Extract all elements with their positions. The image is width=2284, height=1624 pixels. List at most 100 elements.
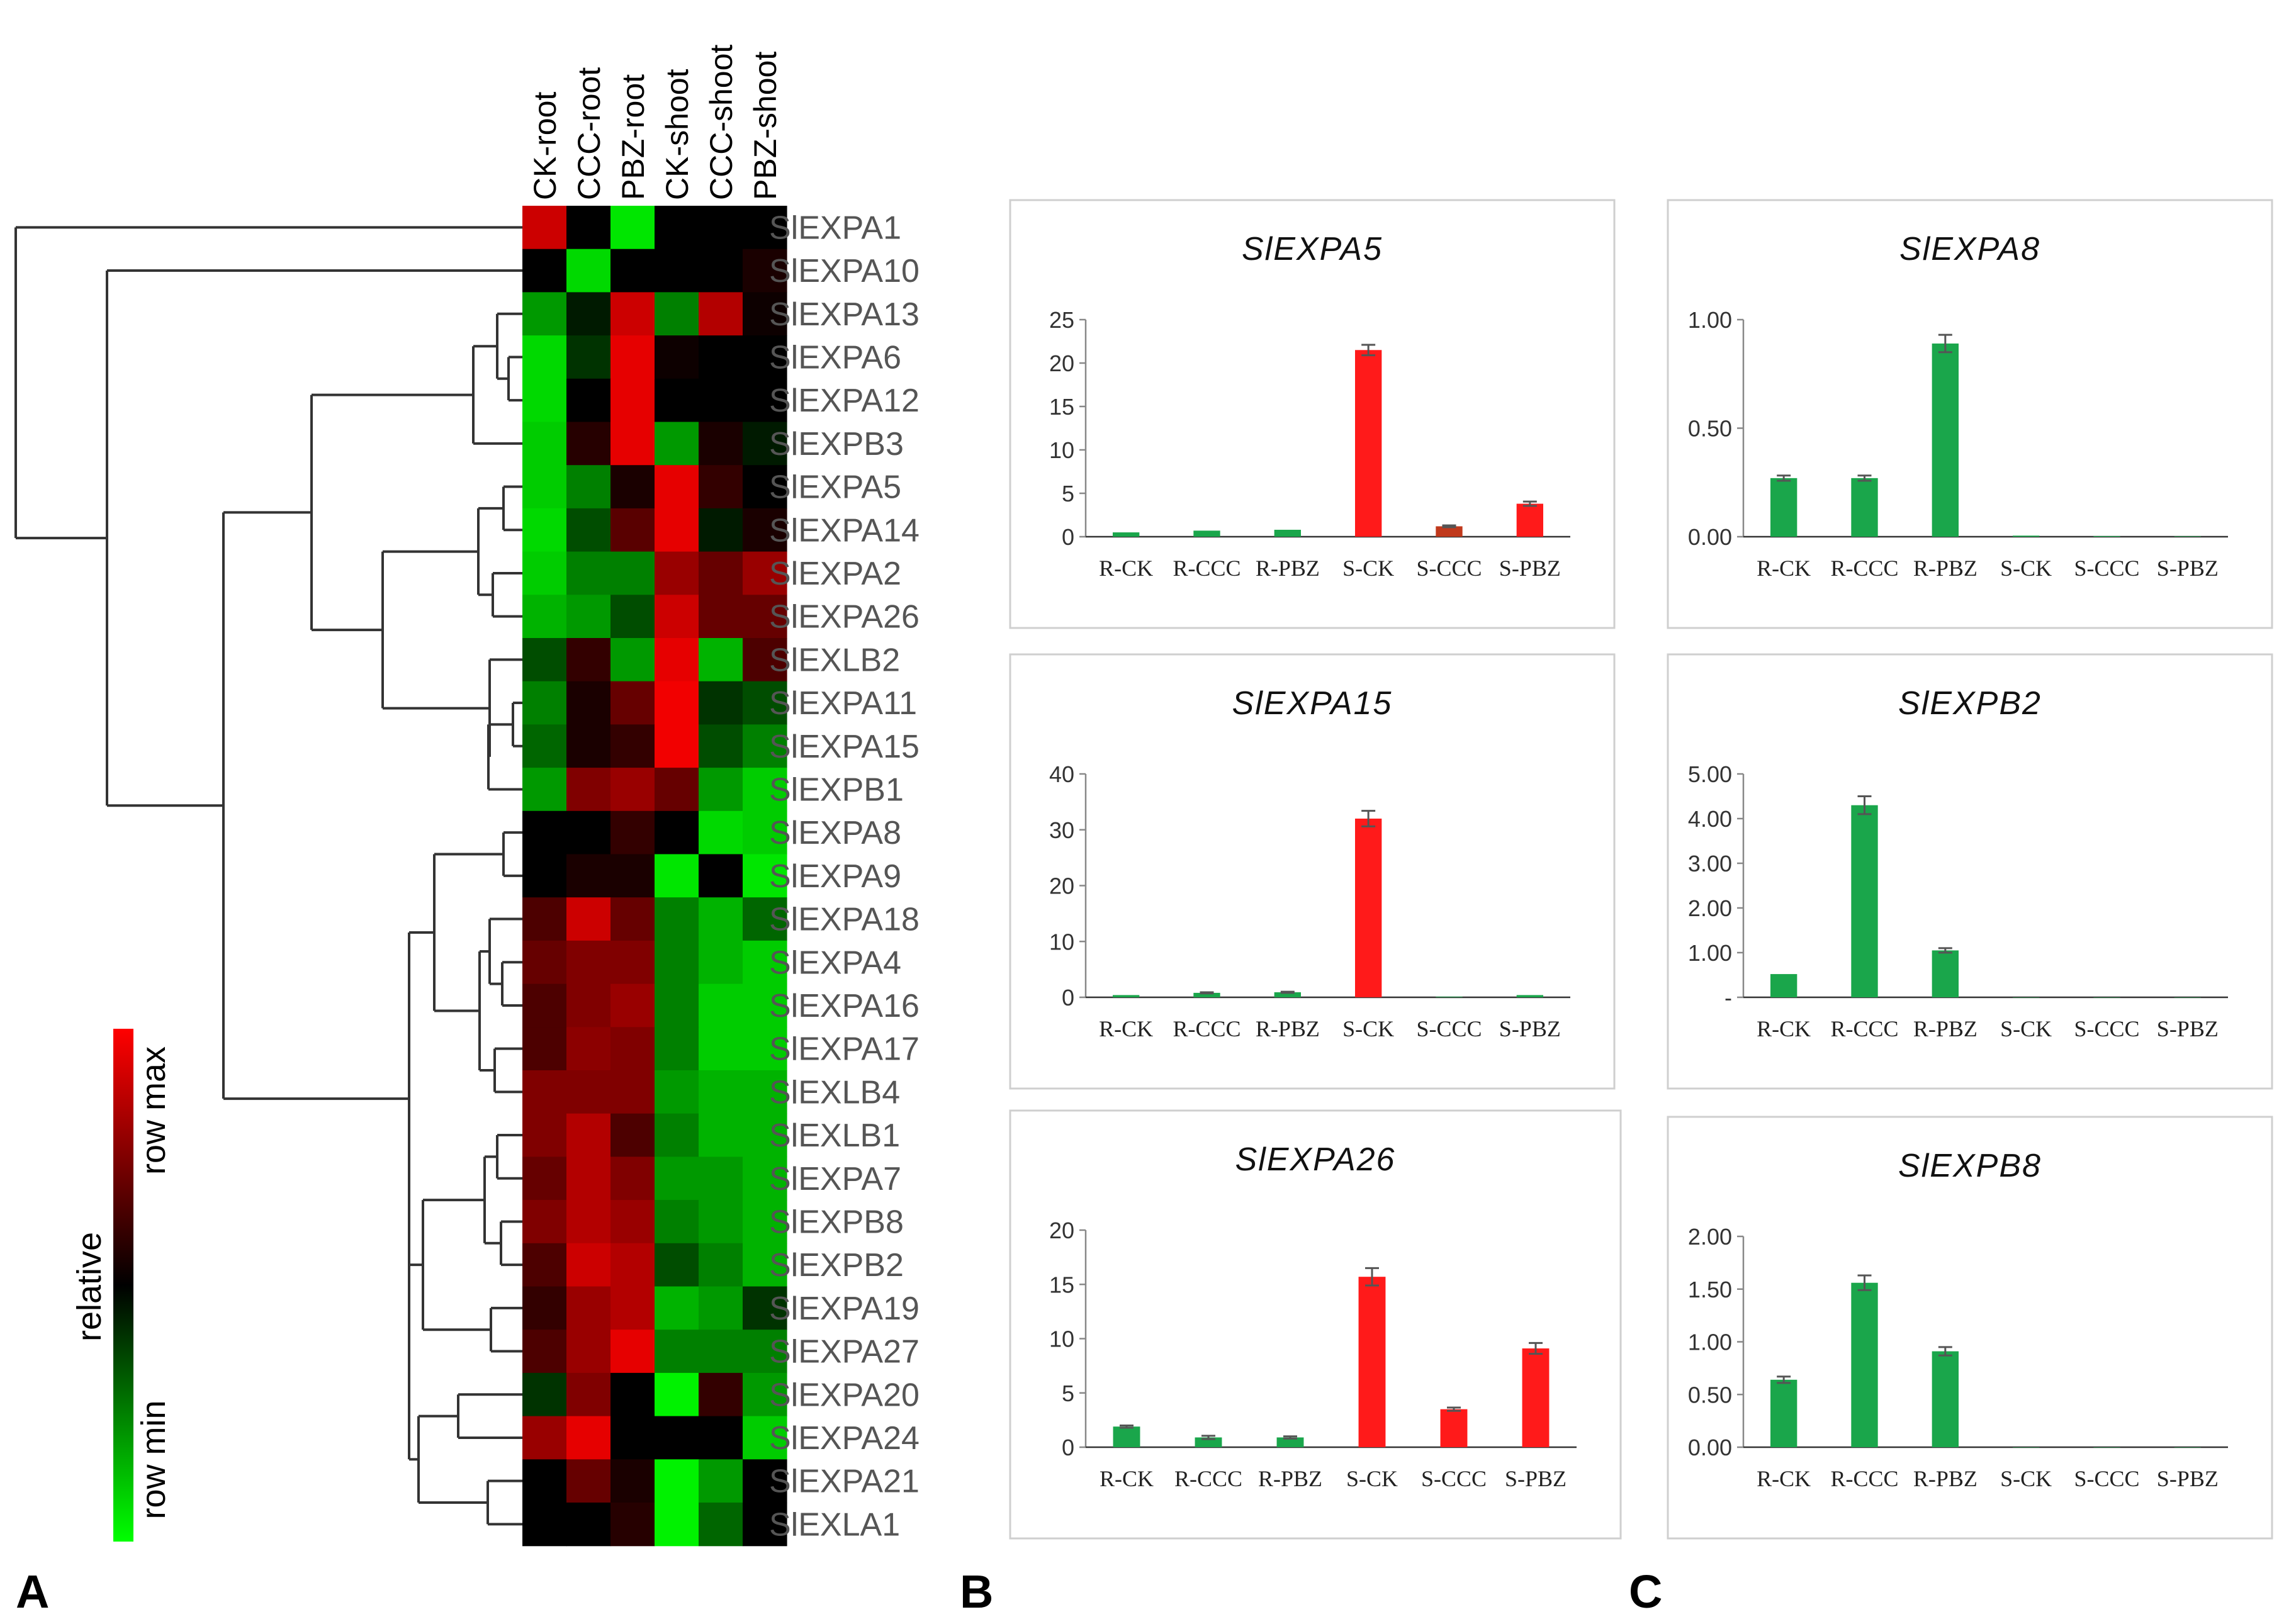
heatmap-row-label-slexlb1: SlEXLB1 xyxy=(769,1117,900,1154)
heatmap-row-label-slexpa27: SlEXPA27 xyxy=(769,1334,920,1370)
heatmap-cell-slexpa6-pbz-shoot xyxy=(743,335,787,379)
x-tick-label-s-pbz: S-PBZ xyxy=(2157,1016,2219,1041)
heatmap-cell-slexpa19-pbz-shoot xyxy=(743,1286,787,1330)
heatmap-cell-slexpa14-ccc-root xyxy=(566,508,611,552)
heatmap-cell-slexpa6-pbz-root xyxy=(610,335,655,379)
bar-r-ccc xyxy=(1193,992,1220,997)
heatmap-cell-slexpa18-pbz-shoot xyxy=(743,897,787,941)
heatmap-cell-slexpb3-pbz-shoot xyxy=(743,422,787,466)
heatmap-cell-slexpa15-pbz-root xyxy=(610,724,655,768)
y-tick-label-2: 2.00 xyxy=(1688,895,1732,921)
x-tick-label-r-pbz: R-PBZ xyxy=(1913,1016,1977,1041)
heatmap-cell-slexpa17-pbz-shoot xyxy=(743,1027,787,1071)
heatmap-cell-slexpa8-ccc-shoot xyxy=(699,810,743,855)
y-tick-label-0: 0 xyxy=(1062,1435,1074,1460)
heatmap-cell-slexpa13-pbz-root xyxy=(610,292,655,336)
heatmap-cell-slexpb8-ck-shoot xyxy=(655,1200,699,1244)
heatmap-cell-slexpa12-pbz-root xyxy=(610,378,655,423)
heatmap-cell-slexlb4-pbz-shoot xyxy=(743,1070,787,1114)
heatmap-cell-slexpa4-ccc-shoot xyxy=(699,940,743,985)
heatmap-row-label-slexpb2: SlEXPB2 xyxy=(769,1247,904,1284)
heatmap-row-label-slexpa18: SlEXPA18 xyxy=(769,902,920,938)
heatmap-cell-slexpa18-ck-root xyxy=(522,897,567,941)
heatmap-cell-slexpb3-ck-root xyxy=(522,422,567,466)
heatmap-row-label-slexpa4: SlEXPA4 xyxy=(769,944,901,981)
x-tick-label-s-ccc: S-CCC xyxy=(1421,1466,1487,1491)
heatmap-cell-slexla1-pbz-root xyxy=(610,1503,655,1547)
heatmap-cell-slexpa26-ccc-root xyxy=(566,595,611,639)
heatmap-cell-slexpa16-ccc-shoot xyxy=(699,983,743,1028)
x-tick-label-r-ccc: R-CCC xyxy=(1173,1016,1240,1041)
heatmap-cell-slexpa2-ccc-root xyxy=(566,551,611,595)
bar-s-pbz xyxy=(2174,997,2202,998)
heatmap-cell-slexpb2-ck-shoot xyxy=(655,1243,699,1287)
heatmap-cell-slexlb2-ccc-root xyxy=(566,638,611,682)
heatmap-cell-slexpa8-ck-shoot xyxy=(655,810,699,855)
heatmap-cell-slexpa24-ck-shoot xyxy=(655,1416,699,1460)
heatmap-cell-slexpa21-pbz-shoot xyxy=(743,1459,787,1503)
x-tick-label-s-ccc: S-CCC xyxy=(2074,1466,2139,1491)
chart-panel-frame xyxy=(1667,1116,2273,1540)
heatmap-row-label-slexpa19: SlEXPA19 xyxy=(769,1291,920,1327)
bar-chart-panels: SlEXPA5 0 5 10 15 20 25 R-CK R-CCC R-PBZ S-CK S-CCC… xyxy=(1009,199,2273,1540)
heatmap-cell-slexla1-pbz-shoot xyxy=(743,1503,787,1547)
bar-s-ck xyxy=(1358,1277,1386,1447)
heatmap-cell-slexpa8-pbz-root xyxy=(610,810,655,855)
y-tick-label-2: 20 xyxy=(1049,873,1074,899)
bar-s-ccc xyxy=(2093,1447,2120,1448)
heatmap-col-label-pbz-shoot: PBZ-shoot xyxy=(748,52,783,200)
heatmap-cell-slexpa14-pbz-shoot xyxy=(743,508,787,552)
heatmap-cell-slexpa1-ck-root xyxy=(522,206,567,250)
bar-s-pbz xyxy=(1516,503,1544,537)
x-tick-label-r-ccc: R-CCC xyxy=(1830,556,1898,581)
heatmap-cell-slexpa16-pbz-root xyxy=(610,983,655,1028)
y-tick-label-1: 0.50 xyxy=(1688,1382,1732,1408)
heatmap-cell-slexpa6-ccc-shoot xyxy=(699,335,743,379)
heatmap-cell-slexpa14-ck-root xyxy=(522,508,567,552)
y-tick-label-1: 5 xyxy=(1062,481,1074,507)
heatmap-cell-slexpa20-ccc-shoot xyxy=(699,1372,743,1417)
heatmap-cell-slexpa15-ccc-shoot xyxy=(699,724,743,768)
heatmap-cell-slexpb1-pbz-shoot xyxy=(743,768,787,812)
heatmap-cell-slexpa24-pbz-root xyxy=(610,1416,655,1460)
bar-r-ck xyxy=(1112,995,1140,997)
x-tick-label-r-ck: R-CK xyxy=(1757,1016,1811,1041)
bar-r-pbz xyxy=(1274,992,1302,997)
heatmap-cell-slexpb8-ccc-root xyxy=(566,1200,611,1244)
x-tick-label-s-ck: S-CK xyxy=(1346,1466,1398,1491)
bar-r-ccc xyxy=(1851,805,1878,997)
y-tick-label-4: 2.00 xyxy=(1688,1224,1732,1250)
heatmap-cell-slexpa6-ccc-root xyxy=(566,335,611,379)
heatmap-cell-slexpa21-ck-root xyxy=(522,1459,567,1503)
heatmap-row-label-slexpa8: SlEXPA8 xyxy=(769,815,901,851)
heatmap-cell-slexpa9-pbz-shoot xyxy=(743,854,787,898)
heatmap-cell-slexpa24-ck-root xyxy=(522,1416,567,1460)
heatmap-cell-slexpa11-ck-shoot xyxy=(655,681,699,725)
heatmap-cell-slexpa4-ck-shoot xyxy=(655,940,699,985)
heatmap-cell-slexpa4-ck-root xyxy=(522,940,567,985)
heatmap-cell-slexlb4-ck-root xyxy=(522,1070,567,1114)
heatmap-row-label-slexlb4: SlEXLB4 xyxy=(769,1074,900,1111)
heatmap-cell-slexpa1-ccc-root xyxy=(566,206,611,250)
heatmap-cell-slexlb4-ccc-root xyxy=(566,1070,611,1114)
heatmap-cell-slexpb3-ccc-shoot xyxy=(699,422,743,466)
heatmap-cell-slexlb4-ccc-shoot xyxy=(699,1070,743,1114)
heatmap-cell-slexpa27-ck-shoot xyxy=(655,1330,699,1374)
legend-title: relative xyxy=(70,1232,108,1341)
chart-panel-frame xyxy=(1667,199,2273,629)
heatmap-cell-slexpa5-ccc-root xyxy=(566,465,611,509)
bar-s-ck xyxy=(1354,350,1382,537)
heatmap-cell-slexpa10-ck-root xyxy=(522,249,567,293)
chart-title: SlEXPB8 xyxy=(1898,1148,2042,1184)
heatmap-cell-slexpa19-ck-shoot xyxy=(655,1286,699,1330)
heatmap-cell-slexpa20-ccc-root xyxy=(566,1372,611,1417)
heatmap-col-label-ck-shoot: CK-shoot xyxy=(660,69,695,200)
y-tick-label-0: - xyxy=(1724,985,1732,1011)
heatmap-cell-slexpa14-ccc-shoot xyxy=(699,508,743,552)
heatmap-row-label-slexpa13: SlEXPA13 xyxy=(769,296,920,333)
heatmap-cell-slexlb1-pbz-root xyxy=(610,1113,655,1157)
heatmap-cell-slexpa1-ck-shoot xyxy=(655,206,699,250)
bar-r-ccc xyxy=(1851,478,1878,537)
x-tick-label-r-pbz: R-PBZ xyxy=(1913,556,1977,581)
